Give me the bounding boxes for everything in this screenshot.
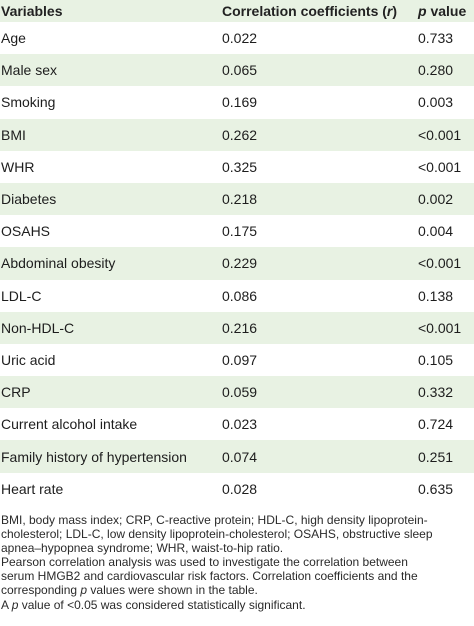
cell-r: 0.229: [222, 255, 258, 272]
table-row: OSAHS 0.175 0.004: [0, 215, 474, 248]
table-body: Age 0.022 0.733 Male sex 0.065 0.280 Smo…: [0, 22, 474, 505]
header-p-suffix: value: [426, 3, 467, 19]
header-correlation-prefix: Correlation coefficients (: [222, 3, 387, 19]
cell-variable: BMI: [1, 126, 26, 143]
cell-r: 0.028: [222, 480, 258, 497]
cell-variable: LDL-C: [1, 287, 42, 304]
cell-p: 0.635: [418, 480, 454, 497]
footnote-text: A: [1, 597, 12, 612]
cell-p: 0.002: [418, 191, 454, 208]
table-row: Abdominal obesity 0.229 <0.001: [0, 247, 474, 280]
cell-p: 0.280: [418, 62, 454, 79]
table-row: Uric acid 0.097 0.105: [0, 343, 474, 377]
cell-p: 0.138: [418, 287, 454, 304]
header-correlation-suffix: ): [392, 3, 398, 19]
table-row: Current alcohol intake 0.023 0.724: [0, 408, 474, 441]
cell-r: 0.325: [222, 158, 258, 175]
footnote-line: A p value of <0.05 was considered statis…: [1, 598, 474, 612]
footnote-line: corresponding p values were shown in the…: [1, 583, 474, 597]
cell-variable: CRP: [1, 384, 31, 401]
cell-p: <0.001: [418, 158, 462, 175]
table-row: Non-HDL-C 0.216 <0.001: [0, 311, 474, 344]
footnote-text: corresponding: [1, 583, 81, 598]
footnote-p-symbol: p: [11, 597, 19, 612]
cell-variable: Current alcohol intake: [1, 416, 138, 433]
table-row: Male sex 0.065 0.280: [0, 54, 474, 87]
cell-p: 0.733: [418, 30, 454, 47]
table-header: Variables Correlation coefficients (r) p…: [0, 0, 474, 22]
footnote-line: serum HMGB2 and cardiovascular risk fact…: [1, 569, 418, 584]
cell-p: 0.251: [418, 448, 454, 465]
cell-variable: Age: [1, 30, 26, 47]
cell-r: 0.097: [222, 351, 258, 368]
footnote-text: values were shown in the table.: [87, 583, 258, 598]
cell-r: 0.175: [222, 223, 258, 240]
cell-r: 0.022: [222, 30, 258, 47]
table-row: WHR 0.325 <0.001: [0, 150, 474, 183]
header-correlation: Correlation coefficients (r): [222, 0, 418, 22]
header-p-symbol: p: [418, 3, 427, 19]
header-row: Variables Correlation coefficients (r) p…: [0, 0, 474, 22]
footnote-line: Pearson correlation analysis was used to…: [1, 555, 408, 570]
cell-r: 0.023: [222, 416, 258, 433]
cell-variable: Uric acid: [1, 351, 56, 368]
cell-p: <0.001: [418, 255, 462, 272]
cell-p: 0.332: [418, 384, 454, 401]
table-row: Heart rate 0.028 0.635: [0, 472, 474, 505]
table-footnotes: BMI, body mass index; CRP, C-reactive pr…: [1, 513, 474, 612]
cell-p: 0.004: [418, 223, 454, 240]
cell-r: 0.065: [222, 62, 258, 79]
cell-variable: OSAHS: [1, 223, 51, 240]
cell-r: 0.216: [222, 319, 258, 336]
table-row: BMI 0.262 <0.001: [0, 118, 474, 151]
header-correlation-symbol: r: [386, 3, 393, 19]
cell-variable: WHR: [1, 158, 35, 175]
table-row: Age 0.022 0.733: [0, 22, 474, 55]
cell-variable: Diabetes: [1, 191, 57, 208]
cell-r: 0.262: [222, 126, 258, 143]
footnote-p-symbol: p: [80, 583, 88, 598]
table-row: Smoking 0.169 0.003: [0, 86, 474, 119]
cell-r: 0.218: [222, 191, 258, 208]
table-row: Diabetes 0.218 0.002: [0, 182, 474, 216]
correlation-table: Variables Correlation coefficients (r) p…: [0, 0, 474, 505]
cell-p: 0.724: [418, 416, 454, 433]
cell-variable: Male sex: [1, 62, 58, 79]
table-row: CRP 0.059 0.332: [0, 376, 474, 409]
cell-variable: Family history of hypertension: [1, 448, 187, 465]
header-variables: Variables: [1, 3, 63, 19]
cell-variable: Abdominal obesity: [1, 255, 116, 272]
cell-r: 0.086: [222, 287, 258, 304]
footnote-text: value of <0.05 was considered statistica…: [18, 597, 306, 612]
cell-p: <0.001: [418, 126, 462, 143]
table-row: LDL-C 0.086 0.138: [0, 279, 474, 312]
cell-r: 0.059: [222, 384, 258, 401]
cell-r: 0.169: [222, 94, 258, 111]
header-p-value: p value: [418, 0, 474, 22]
cell-p: 0.003: [418, 94, 454, 111]
cell-variable: Heart rate: [1, 480, 64, 497]
cell-variable: Non-HDL-C: [1, 319, 75, 336]
cell-r: 0.074: [222, 448, 258, 465]
footnote-line: cholesterol; LDL-C, low density lipoprot…: [1, 527, 433, 542]
footnote-line: apnea–hypopnea syndrome; WHR, waist-to-h…: [1, 541, 284, 556]
table-row: Family history of hypertension 0.074 0.2…: [0, 440, 474, 473]
cell-p: <0.001: [418, 319, 462, 336]
cell-p: 0.105: [418, 351, 454, 368]
footnote-line: BMI, body mass index; CRP, C-reactive pr…: [1, 513, 428, 527]
cell-variable: Smoking: [1, 94, 56, 111]
